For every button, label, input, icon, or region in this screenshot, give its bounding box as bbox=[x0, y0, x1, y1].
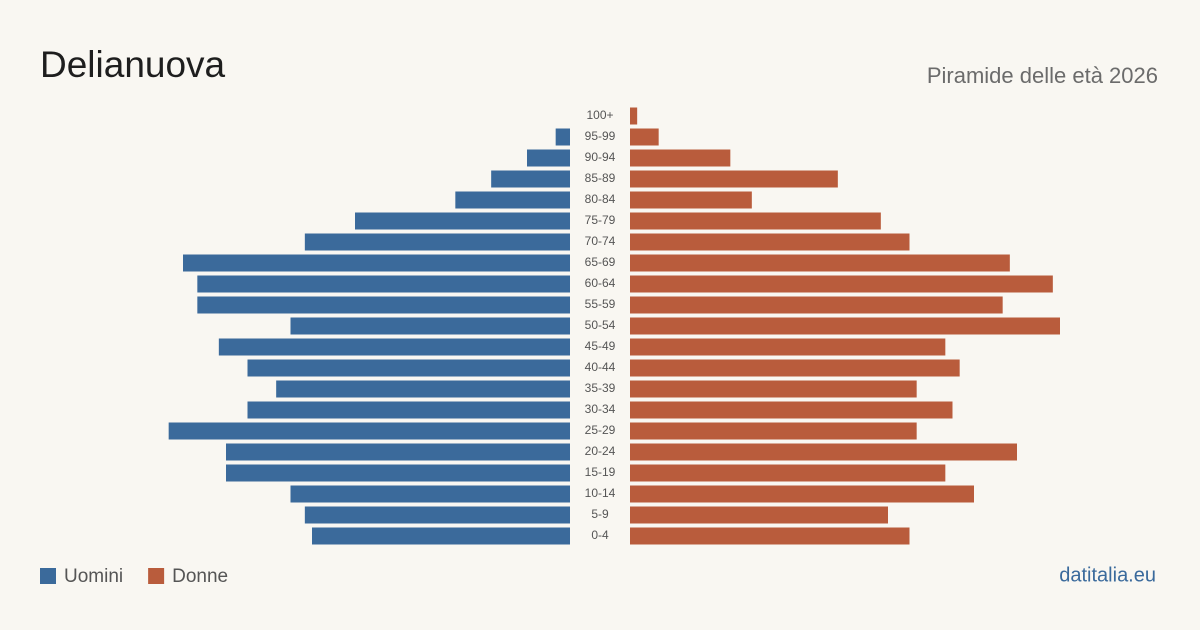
bar bbox=[355, 212, 570, 230]
bar bbox=[168, 422, 570, 440]
source: datitalia.eu bbox=[1059, 564, 1156, 586]
age-label: 45-49 bbox=[585, 339, 616, 353]
chart-subtitle: Piramide delle età 2026 bbox=[927, 63, 1158, 88]
bar bbox=[312, 527, 570, 545]
bar bbox=[555, 128, 570, 146]
bar bbox=[630, 212, 881, 230]
bar bbox=[630, 170, 838, 188]
bar bbox=[630, 149, 731, 167]
age-label: 30-34 bbox=[585, 402, 616, 416]
bar bbox=[630, 275, 1053, 293]
bar bbox=[630, 401, 953, 419]
bar bbox=[197, 296, 571, 314]
bar bbox=[197, 275, 571, 293]
bar bbox=[247, 359, 570, 377]
bar bbox=[304, 506, 570, 524]
age-label: 80-84 bbox=[585, 192, 616, 206]
bar bbox=[226, 464, 570, 482]
bar bbox=[290, 485, 570, 503]
bar bbox=[630, 464, 946, 482]
age-label: 95-99 bbox=[585, 129, 616, 143]
age-label: 40-44 bbox=[585, 360, 616, 374]
bar bbox=[630, 422, 917, 440]
bar bbox=[630, 233, 910, 251]
bar bbox=[630, 527, 910, 545]
bar bbox=[630, 485, 974, 503]
age-label: 90-94 bbox=[585, 150, 616, 164]
legend-label: Donne bbox=[172, 566, 228, 587]
age-label: 70-74 bbox=[585, 234, 616, 248]
age-label: 60-64 bbox=[585, 276, 616, 290]
bar bbox=[630, 359, 960, 377]
age-label: 55-59 bbox=[585, 297, 616, 311]
bar bbox=[630, 317, 1060, 335]
bar bbox=[527, 149, 570, 167]
age-label: 85-89 bbox=[585, 171, 616, 185]
age-label: 25-29 bbox=[585, 423, 616, 437]
bar bbox=[630, 128, 659, 146]
bar bbox=[290, 317, 570, 335]
bar bbox=[218, 338, 571, 356]
age-label: 35-39 bbox=[585, 381, 616, 395]
bar bbox=[183, 254, 570, 272]
bar bbox=[630, 338, 946, 356]
chart-title: Delianuova bbox=[40, 44, 226, 85]
age-label: 20-24 bbox=[585, 444, 616, 458]
bar bbox=[276, 380, 570, 398]
age-label: 75-79 bbox=[585, 213, 616, 227]
bar bbox=[630, 107, 638, 125]
legend-swatch bbox=[40, 568, 56, 584]
bar bbox=[247, 401, 570, 419]
age-label: 50-54 bbox=[585, 318, 616, 332]
age-label: 65-69 bbox=[585, 255, 616, 269]
bar bbox=[630, 254, 1010, 272]
bar bbox=[630, 191, 752, 209]
bar bbox=[491, 170, 570, 188]
bar bbox=[226, 443, 570, 461]
age-label: 15-19 bbox=[585, 465, 616, 479]
age-label: 0-4 bbox=[591, 528, 609, 542]
bar bbox=[630, 380, 917, 398]
age-label: 100+ bbox=[586, 108, 613, 122]
bar bbox=[630, 506, 888, 524]
legend-label: Uomini bbox=[64, 566, 123, 587]
bar bbox=[630, 296, 1003, 314]
bar bbox=[304, 233, 570, 251]
bar bbox=[630, 443, 1017, 461]
bar bbox=[455, 191, 570, 209]
legend-swatch bbox=[148, 568, 165, 584]
age-label: 5-9 bbox=[591, 507, 609, 521]
age-label: 10-14 bbox=[585, 486, 616, 500]
